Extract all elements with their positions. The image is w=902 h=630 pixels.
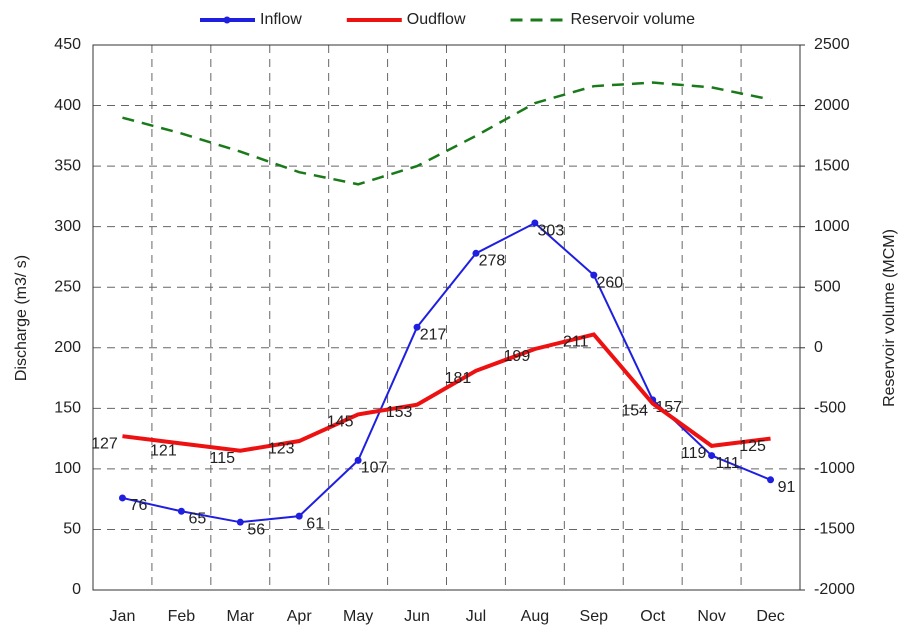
x-tick-label: Jun [404,608,430,625]
series-line [122,332,771,453]
point [472,249,480,257]
y-tick-label: 350 [54,157,81,174]
x-tick-label: Jul [466,608,486,625]
y-tick-label: 400 [54,97,81,114]
y2-tick-label: -1500 [814,521,855,538]
y2-tick-label: -500 [814,400,846,417]
x-tick-label: May [343,608,373,625]
legend-label: Inflow [260,11,302,28]
x-tick-label: Nov [697,608,725,625]
data-label: 181 [445,370,472,387]
point [708,452,716,460]
data-label: 56 [247,521,265,538]
x-tick-label: Jan [110,608,136,625]
point [354,456,362,464]
data-label: 65 [188,510,206,527]
data-label: 153 [386,404,413,421]
data-label: 115 [210,450,236,467]
x-tick-label: Aug [521,608,549,625]
data-label: 91 [778,479,796,496]
y-tick-label: 100 [54,460,81,477]
x-tick-label: Sep [580,608,609,625]
y2-tick-label: 2500 [814,36,850,53]
data-label: 154 [621,403,648,420]
point [767,476,775,484]
point [177,507,185,515]
point [531,219,539,227]
y-tick-label: 50 [63,521,81,538]
y2-tick-label: 500 [814,278,841,295]
plot-frame [92,44,801,591]
point [295,512,303,520]
series-line [122,81,771,186]
data-label: 199 [504,348,531,365]
data-label: 119 [681,445,707,462]
data-label: 260 [596,274,623,291]
y2-tick-label: 2000 [814,97,850,114]
y-tick-label: 250 [54,278,81,295]
y-tick-label: 0 [72,581,81,598]
point [413,323,421,331]
data-label: 278 [479,253,506,270]
y-tick-label: 450 [54,36,81,53]
x-tick-label: Mar [227,608,255,625]
data-label: 123 [268,440,295,457]
data-label: 107 [361,460,388,477]
data-label: 111 [715,455,739,472]
x-tick-label: Oct [640,608,665,625]
x-tick-label: Apr [287,608,313,625]
point [118,494,126,502]
data-label: 61 [306,515,324,532]
y2-tick-label: 0 [814,339,823,356]
y-tick-label: 300 [54,218,81,235]
y2-axis-label: Reservoir volume (MCM) [881,229,898,407]
y2-tick-label: 1000 [814,218,850,235]
data-label: 76 [130,497,148,514]
point [236,518,244,526]
point [590,271,598,279]
y2-tick-label: 1500 [814,157,850,174]
data-label: 145 [327,414,354,431]
data-label: 127 [91,435,118,452]
y2-tick-label: -2000 [814,581,855,598]
y2-tick-label: -1000 [814,460,855,477]
y-tick-label: 150 [54,400,81,417]
data-label: 125 [739,438,766,455]
x-tick-label: Feb [168,608,196,625]
legend-label: Reservoir volume [571,11,696,28]
x-tick-label: Dec [756,608,784,625]
data-label: 121 [150,443,177,460]
legend-label: Oudflow [407,11,466,28]
legend-marker [223,16,231,24]
y-axis-label: Discharge (m3/ s) [13,255,30,381]
data-label: 217 [420,326,447,343]
y-tick-label: 200 [54,339,81,356]
data-label: 211 [563,334,589,351]
data-label: 303 [538,222,565,239]
